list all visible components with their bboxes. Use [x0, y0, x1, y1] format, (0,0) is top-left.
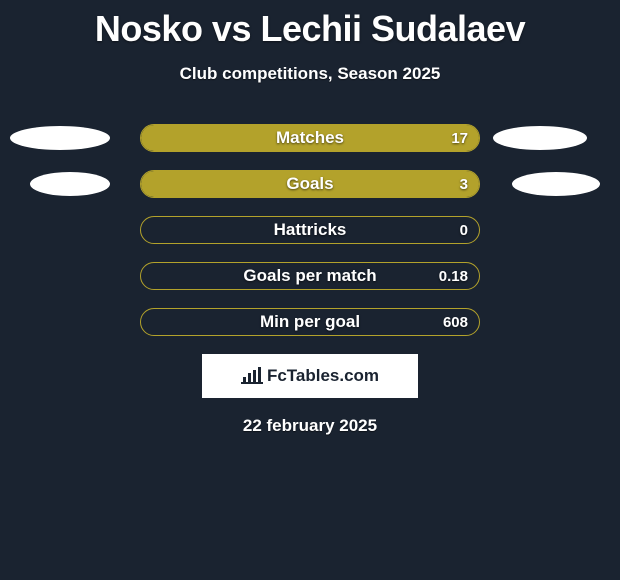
stat-row: Matches17 — [0, 124, 620, 152]
stat-value: 3 — [140, 170, 468, 198]
player-right-marker — [493, 126, 587, 150]
page-title: Nosko vs Lechii Sudalaev — [0, 0, 620, 50]
fctables-logo: FcTables.com — [202, 354, 418, 398]
stat-row: Goals3 — [0, 170, 620, 198]
player-right-marker — [512, 172, 600, 196]
stat-row: Min per goal608 — [0, 308, 620, 336]
page-subtitle: Club competitions, Season 2025 — [0, 64, 620, 84]
stat-row: Hattricks0 — [0, 216, 620, 244]
stat-value: 0.18 — [140, 262, 468, 290]
player-left-marker — [10, 126, 110, 150]
stat-value: 608 — [140, 308, 468, 336]
footer-date: 22 february 2025 — [0, 416, 620, 436]
logo-text: FcTables.com — [267, 366, 379, 386]
player-left-marker — [30, 172, 110, 196]
stat-row: Goals per match0.18 — [0, 262, 620, 290]
stats-panel: Matches17 Goals3 Hattricks0 Goals per match… — [0, 124, 620, 436]
stat-value: 17 — [140, 124, 468, 152]
stat-value: 0 — [140, 216, 468, 244]
barchart-icon — [241, 367, 263, 385]
